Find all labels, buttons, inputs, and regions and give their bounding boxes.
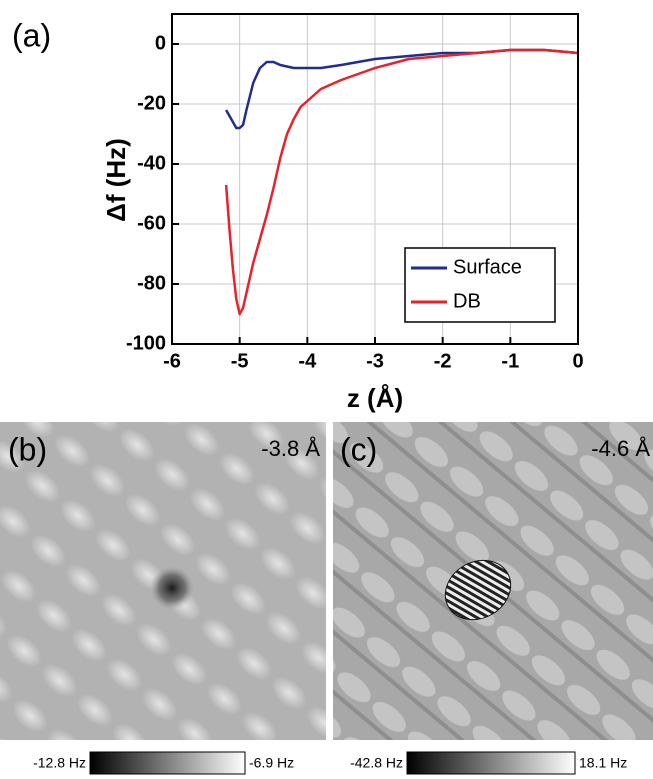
y-tick-label: -80 — [137, 272, 166, 294]
legend-label: Surface — [453, 256, 522, 278]
x-tick-label: -3 — [366, 350, 384, 372]
colorbar-min: -42.8 Hz — [350, 755, 403, 771]
legend-label: DB — [453, 290, 481, 312]
height-label: -3.8 Å — [261, 436, 320, 461]
data-line — [225, 48, 579, 130]
colorbar — [406, 751, 576, 775]
y-tick-label: -20 — [137, 92, 166, 114]
x-tick-label: -1 — [501, 350, 519, 372]
defect-spot — [150, 566, 194, 610]
x-tick-label: -5 — [231, 350, 249, 372]
colorbar-min: -12.8 Hz — [33, 755, 86, 771]
plot-frame — [171, 13, 579, 345]
x-tick-label: -2 — [434, 350, 452, 372]
x-tick-label: -6 — [163, 350, 181, 372]
y-tick-label: 0 — [155, 32, 166, 54]
panel-label: (c) — [340, 431, 377, 467]
x-tick-label: 0 — [572, 350, 583, 372]
y-tick-label: -60 — [137, 212, 166, 234]
panel-label: (a) — [12, 17, 51, 53]
panel-label: (b) — [8, 431, 47, 467]
data-line — [224, 48, 579, 316]
colorbar — [89, 751, 246, 775]
x-axis-title: z (Å) — [347, 383, 403, 413]
y-tick-label: -100 — [126, 332, 166, 354]
y-axis-title: Δf (Hz) — [101, 138, 131, 222]
x-tick-label: -4 — [298, 350, 317, 372]
colorbar-max: 18.1 Hz — [579, 755, 627, 771]
height-label: -4.6 Å — [591, 436, 650, 461]
colorbar-max: -6.9 Hz — [249, 755, 294, 771]
defect-blob — [444, 559, 512, 621]
legend-box — [404, 247, 556, 323]
y-tick-label: -40 — [137, 152, 166, 174]
